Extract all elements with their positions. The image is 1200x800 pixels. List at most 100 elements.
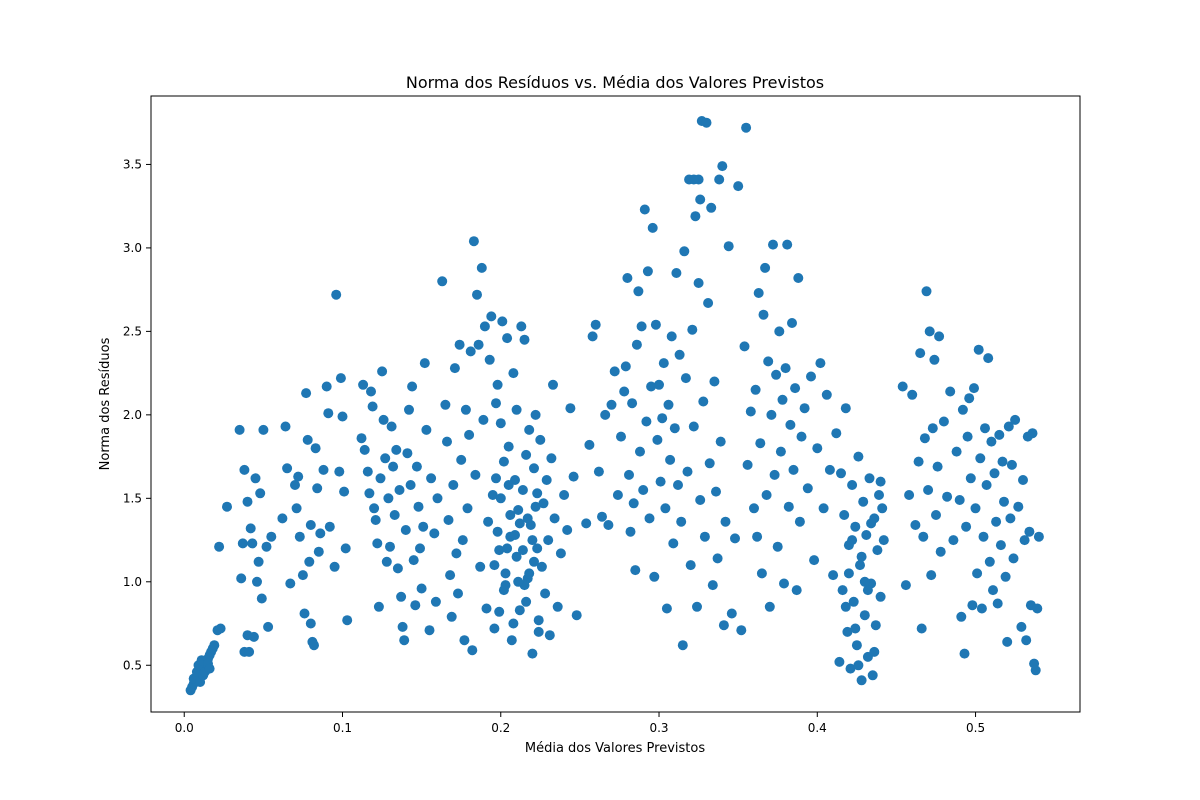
data-point [305,520,316,530]
data-point [459,635,470,646]
data-point [957,404,968,415]
data-point [1013,501,1024,512]
data-point [639,204,650,215]
data-point [391,444,402,455]
data-point [877,503,888,514]
x-tick-label: 0.0 [175,721,194,735]
data-point [991,516,1002,527]
data-point [375,473,386,484]
data-point [522,513,533,524]
data-point [247,538,258,549]
data-point [282,463,293,474]
data-point [236,573,247,584]
data-point [995,540,1006,551]
data-point [774,326,785,337]
data-point [460,404,471,415]
y-axis: 0.5 1.0 1.5 2.0 2.5 3.0 3.5 [123,157,151,672]
data-point [495,493,506,504]
data-point [266,531,277,542]
data-point [305,618,316,629]
data-point [660,503,671,514]
data-point [440,399,451,410]
data-point [720,516,731,527]
data-point [923,485,934,495]
plot-frame [150,95,1081,713]
data-point [612,490,623,500]
data-point [783,501,794,512]
data-point [472,289,482,300]
data-point [904,490,915,500]
data-point [980,423,990,434]
data-point [418,521,429,532]
data-point [633,286,644,297]
data-point [321,381,332,392]
data-point [695,495,706,505]
x-tick-label: 0.4 [808,721,827,735]
data-point [785,419,796,430]
data-point [853,660,864,671]
data-point [378,414,389,425]
y-axis-label: Norma dos Resíduos [98,337,113,470]
data-point [831,428,842,439]
data-point [1018,475,1028,485]
data-point [535,434,546,445]
data-point [749,503,759,514]
data-point [356,433,367,444]
data-point [1019,535,1030,546]
data-point [915,348,926,359]
data-point [299,608,310,619]
data-point [840,601,851,612]
data-point [529,556,539,567]
data-point [532,543,543,554]
data-point [590,319,601,330]
data-point [397,621,408,632]
data-point [821,389,832,400]
data-point [869,646,880,657]
data-point [540,588,551,599]
data-point [538,498,549,509]
data-point [750,384,761,395]
data-point [562,525,573,535]
data-point [715,436,726,447]
data-point [514,605,525,616]
data-point [571,610,582,621]
data-point [479,321,490,332]
data-point [209,640,220,651]
data-point [312,483,323,494]
data-point [834,656,845,667]
data-point [856,551,867,562]
data-point [399,635,410,646]
data-point [530,409,541,420]
data-point [1021,635,1032,646]
data-point [468,236,479,247]
data-point [872,545,883,556]
data-point [424,625,435,636]
data-point [377,366,388,377]
data-point [392,563,403,574]
data-point [972,568,983,579]
data-point [533,615,544,626]
data-point [508,368,519,379]
data-point [445,570,456,581]
data-point [388,461,399,472]
data-point [768,239,778,250]
data-point [250,473,261,484]
data-point [491,398,501,409]
data-point [761,490,772,500]
data-point [521,596,532,607]
data-point [495,418,506,429]
data-point [536,561,547,572]
data-point [421,424,432,435]
data-point [513,505,524,515]
data-point [261,541,272,552]
data-point [818,503,829,514]
data-point [997,456,1008,467]
data-point [836,468,846,479]
data-point [366,386,376,397]
data-point [301,388,312,399]
data-point [503,480,514,490]
data-point [956,611,967,622]
data-point [367,401,378,412]
data-point [951,446,962,457]
data-point [449,363,460,374]
